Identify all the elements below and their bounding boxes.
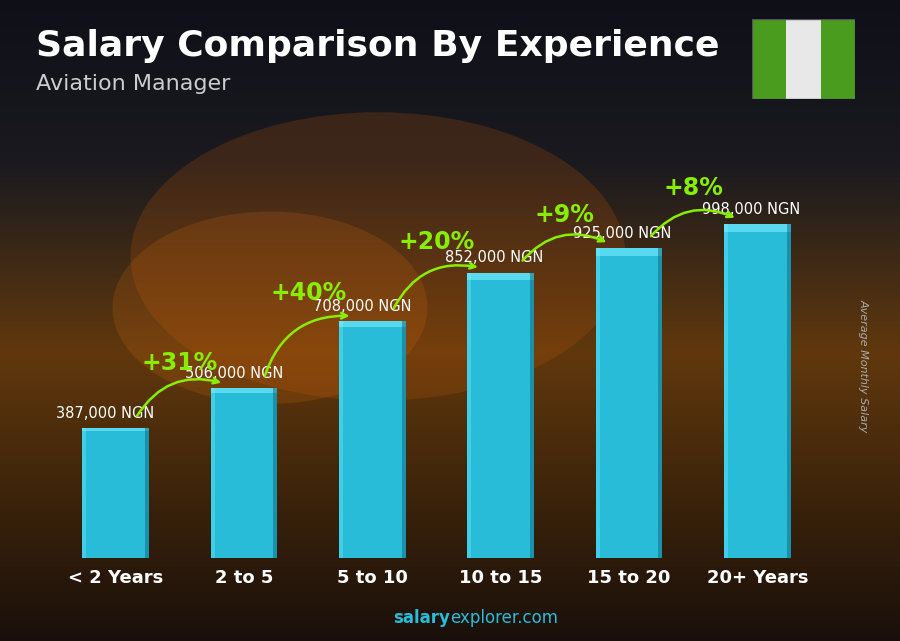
Text: +20%: +20%	[399, 230, 474, 254]
Bar	[787, 224, 791, 558]
Bar	[596, 248, 662, 256]
Bar	[724, 224, 728, 558]
Text: Salary Comparison By Experience: Salary Comparison By Experience	[36, 29, 719, 63]
Bar	[596, 248, 599, 558]
Bar	[274, 388, 277, 558]
Bar	[339, 321, 343, 558]
Bar	[82, 428, 149, 558]
Text: salary: salary	[393, 609, 450, 627]
Bar	[467, 272, 534, 280]
Text: +40%: +40%	[270, 281, 346, 305]
Bar	[401, 321, 406, 558]
Bar	[211, 388, 277, 558]
Bar	[82, 428, 86, 558]
Bar	[724, 224, 791, 558]
Bar	[145, 428, 149, 558]
Text: 852,000 NGN: 852,000 NGN	[446, 251, 544, 265]
Text: +8%: +8%	[663, 176, 724, 200]
Bar	[467, 272, 472, 558]
Bar	[821, 19, 855, 99]
Bar	[659, 248, 662, 558]
Bar	[724, 224, 791, 232]
Bar	[786, 19, 821, 99]
Text: 506,000 NGN: 506,000 NGN	[184, 366, 283, 381]
Bar	[82, 428, 149, 431]
Bar	[339, 321, 406, 558]
Text: Average Monthly Salary: Average Monthly Salary	[859, 299, 868, 432]
Bar	[467, 272, 534, 558]
Bar	[211, 388, 277, 393]
Ellipse shape	[130, 112, 626, 401]
Bar	[211, 388, 214, 558]
Bar	[752, 19, 786, 99]
Text: 998,000 NGN: 998,000 NGN	[702, 201, 800, 217]
Bar	[596, 248, 662, 558]
Ellipse shape	[112, 212, 428, 404]
Text: +31%: +31%	[141, 351, 218, 376]
Text: 387,000 NGN: 387,000 NGN	[56, 406, 155, 421]
Text: 925,000 NGN: 925,000 NGN	[573, 226, 671, 241]
Text: 708,000 NGN: 708,000 NGN	[313, 299, 411, 313]
Text: Aviation Manager: Aviation Manager	[36, 74, 230, 94]
Bar	[339, 321, 406, 327]
Bar	[530, 272, 534, 558]
Text: explorer.com: explorer.com	[450, 609, 558, 627]
Text: +9%: +9%	[535, 203, 595, 227]
